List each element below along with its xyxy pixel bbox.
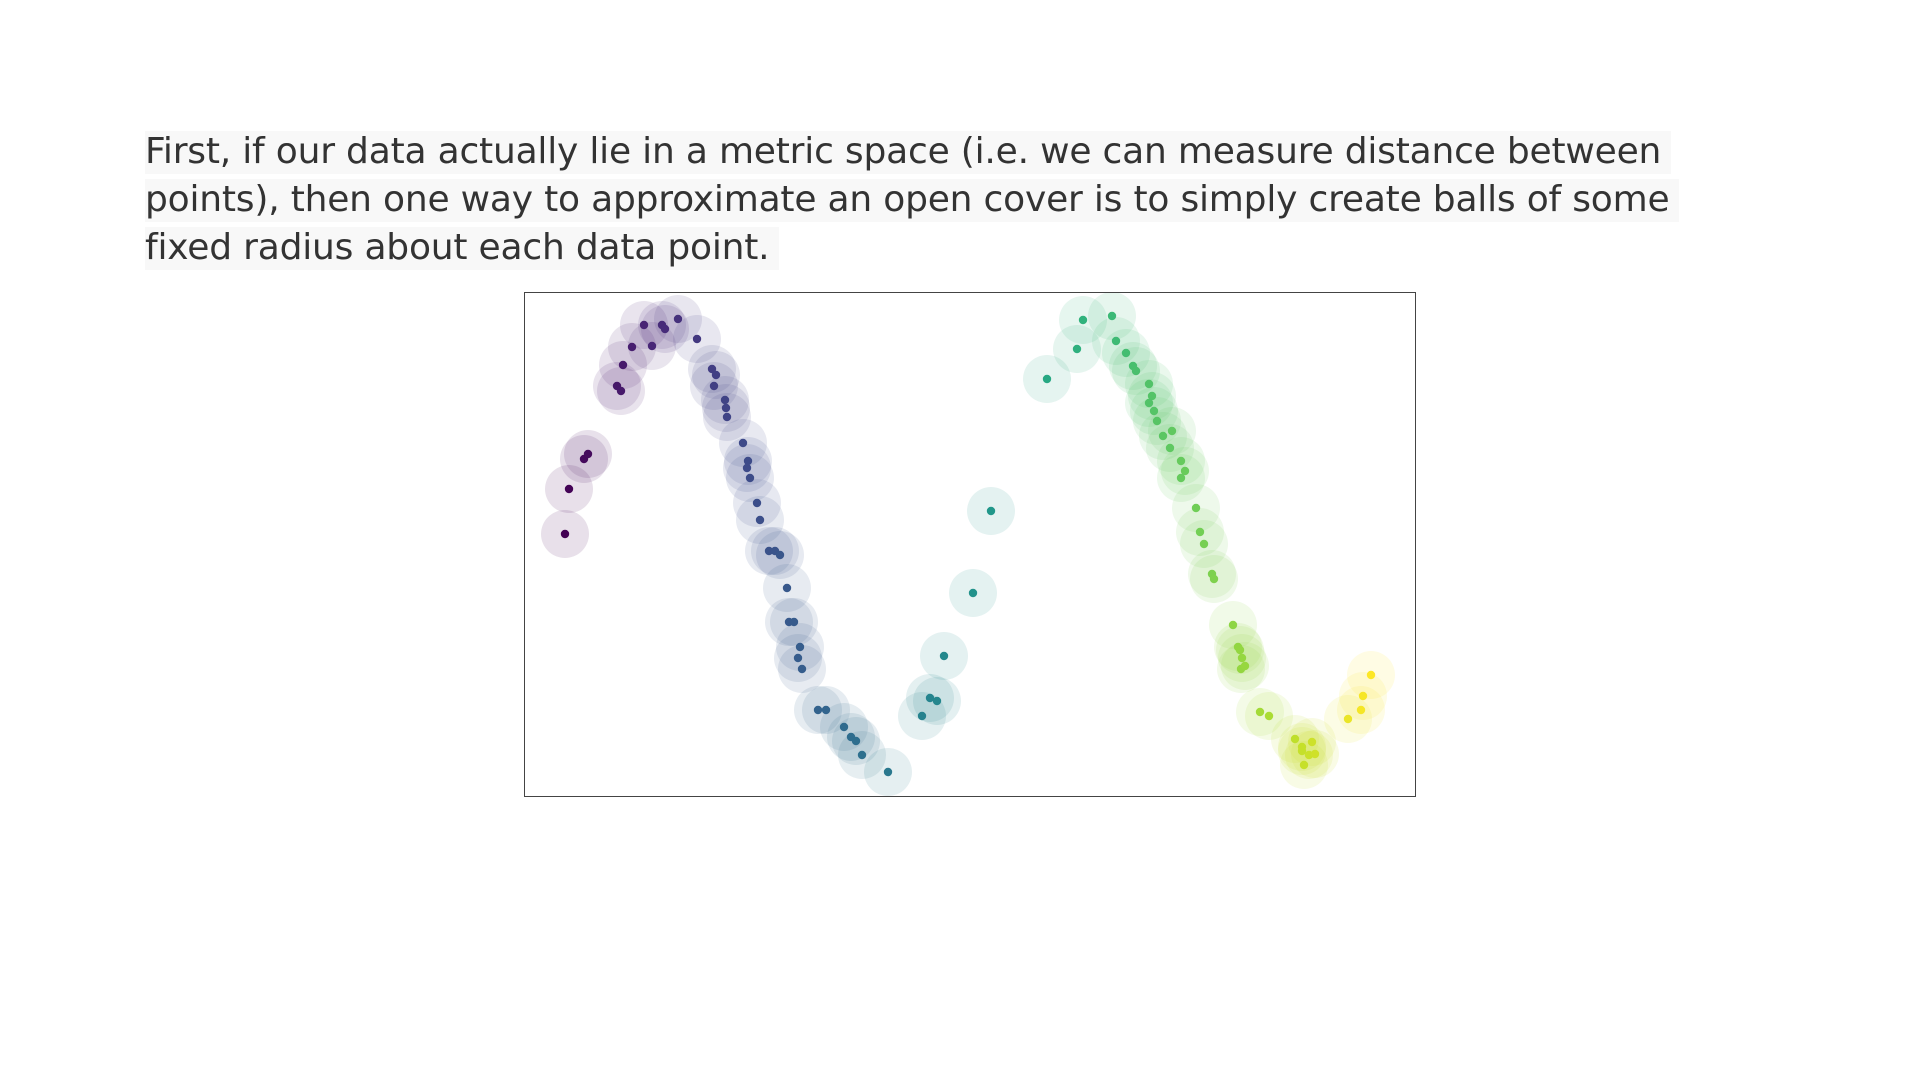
data-point [1167, 426, 1177, 436]
data-point [1191, 503, 1201, 513]
scatter-plot [541, 293, 1395, 796]
data-point [745, 473, 755, 483]
data-point [1299, 760, 1309, 770]
data-point [1176, 456, 1186, 466]
data-point [1307, 737, 1317, 747]
data-point [917, 711, 927, 721]
data-point [939, 651, 949, 661]
data-point [1144, 379, 1154, 389]
data-point [1264, 711, 1274, 721]
data-point [1240, 661, 1250, 671]
balls-layer [541, 293, 1395, 796]
data-point [709, 381, 719, 391]
data-point [1131, 366, 1141, 376]
data-point [1228, 620, 1238, 630]
data-point [1297, 746, 1307, 756]
paragraph-text: First, if our data actually lie in a met… [145, 128, 1745, 272]
data-point [583, 449, 593, 459]
data-point [722, 412, 732, 422]
scatter-figure [524, 292, 1416, 797]
data-point [1366, 670, 1376, 680]
data-point [564, 484, 574, 494]
data-point [775, 550, 785, 560]
data-point [618, 360, 628, 370]
data-point [839, 722, 849, 732]
data-point [721, 403, 731, 413]
data-point [1147, 391, 1157, 401]
data-point [968, 588, 978, 598]
data-point [1111, 336, 1121, 346]
data-point [673, 314, 683, 324]
data-point [986, 506, 996, 516]
data-point [1042, 374, 1052, 384]
data-point [932, 696, 942, 706]
data-point [752, 498, 762, 508]
data-point [883, 767, 893, 777]
data-point [795, 642, 805, 652]
data-point [1235, 645, 1245, 655]
data-point [813, 705, 823, 715]
data-point [1158, 431, 1168, 441]
data-point [1107, 311, 1117, 321]
data-point [764, 546, 774, 556]
data-point [1144, 398, 1154, 408]
data-point [1343, 714, 1353, 724]
data-point [1310, 749, 1320, 759]
data-point [639, 320, 649, 330]
paragraph-text-content: First, if our data actually lie in a met… [145, 131, 1680, 270]
data-point [560, 529, 570, 539]
data-point [1078, 315, 1088, 325]
data-point [1149, 406, 1159, 416]
data-point [647, 341, 657, 351]
data-point [1072, 344, 1082, 354]
data-point [782, 583, 792, 593]
data-point [925, 693, 935, 703]
data-point [793, 653, 803, 663]
data-point [1356, 705, 1366, 715]
data-point [616, 386, 626, 396]
data-point [797, 664, 807, 674]
data-point [1121, 348, 1131, 358]
data-point [1290, 734, 1300, 744]
data-point [692, 334, 702, 344]
data-point [789, 617, 799, 627]
data-point [1255, 707, 1265, 717]
data-point [1209, 574, 1219, 584]
data-point [857, 750, 867, 760]
data-point [711, 370, 721, 380]
data-point [1176, 473, 1186, 483]
data-point [738, 438, 748, 448]
data-point [1237, 653, 1247, 663]
data-point [627, 342, 637, 352]
data-point [660, 324, 670, 334]
data-point [743, 456, 753, 466]
data-point [707, 364, 717, 374]
points-layer [560, 311, 1376, 777]
data-point [851, 736, 861, 746]
data-point [755, 515, 765, 525]
data-point [1195, 527, 1205, 537]
data-point [821, 705, 831, 715]
data-point [1358, 691, 1368, 701]
data-point [720, 395, 730, 405]
data-point [1180, 466, 1190, 476]
data-point [1199, 539, 1209, 549]
data-point [1152, 416, 1162, 426]
data-point [742, 463, 752, 473]
data-point [1165, 443, 1175, 453]
